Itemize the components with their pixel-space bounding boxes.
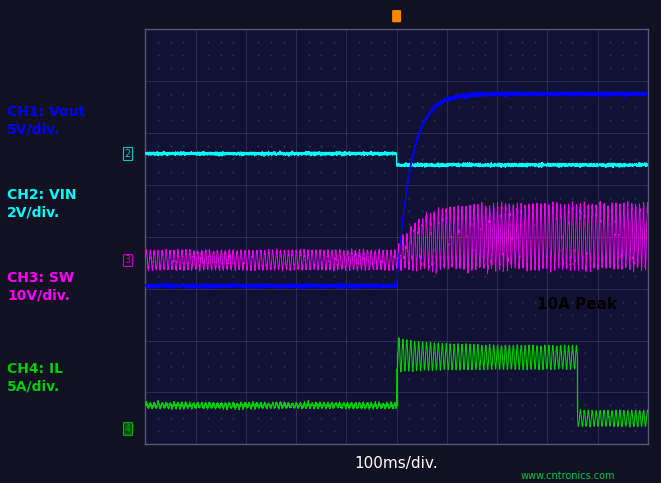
Text: www.cntronics.com: www.cntronics.com — [520, 470, 615, 481]
Text: CH4: IL
5A/div.: CH4: IL 5A/div. — [7, 362, 63, 394]
Text: CH1: Vout
5V/div.: CH1: Vout 5V/div. — [7, 105, 85, 136]
Text: 100ms/div.: 100ms/div. — [355, 456, 438, 471]
Text: 3: 3 — [125, 255, 131, 265]
Text: 10A Peak: 10A Peak — [537, 297, 617, 312]
Text: CH3: SW
10V/div.: CH3: SW 10V/div. — [7, 271, 75, 302]
Text: T: T — [393, 11, 400, 21]
Text: CH2: VIN
2V/div.: CH2: VIN 2V/div. — [7, 188, 77, 219]
Text: 4: 4 — [125, 424, 131, 434]
Text: 2: 2 — [125, 149, 131, 158]
